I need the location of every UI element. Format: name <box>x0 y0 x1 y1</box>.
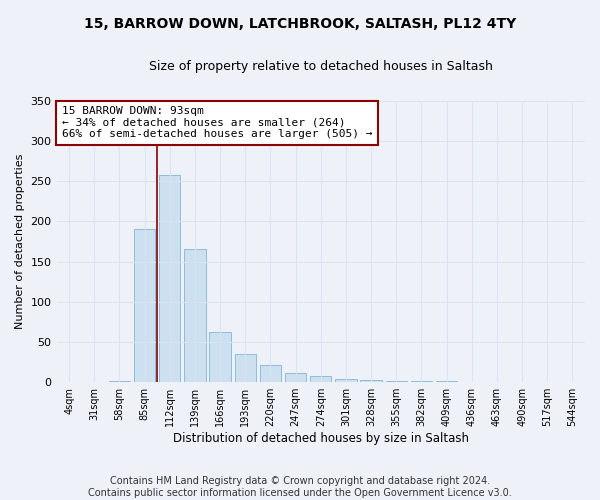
Bar <box>134 228 155 382</box>
Bar <box>361 380 382 382</box>
Bar <box>184 250 206 382</box>
Text: 15 BARROW DOWN: 93sqm
← 34% of detached houses are smaller (264)
66% of semi-det: 15 BARROW DOWN: 93sqm ← 34% of detached … <box>62 106 373 140</box>
Bar <box>386 380 407 382</box>
Bar <box>285 372 307 382</box>
Bar <box>159 176 181 382</box>
Title: Size of property relative to detached houses in Saltash: Size of property relative to detached ho… <box>149 60 493 73</box>
Bar <box>335 379 356 382</box>
Bar <box>209 332 231 382</box>
Bar <box>235 354 256 382</box>
Y-axis label: Number of detached properties: Number of detached properties <box>15 154 25 329</box>
Text: Contains HM Land Registry data © Crown copyright and database right 2024.
Contai: Contains HM Land Registry data © Crown c… <box>88 476 512 498</box>
Bar <box>310 376 331 382</box>
Bar <box>260 364 281 382</box>
X-axis label: Distribution of detached houses by size in Saltash: Distribution of detached houses by size … <box>173 432 469 445</box>
Text: 15, BARROW DOWN, LATCHBROOK, SALTASH, PL12 4TY: 15, BARROW DOWN, LATCHBROOK, SALTASH, PL… <box>84 18 516 32</box>
